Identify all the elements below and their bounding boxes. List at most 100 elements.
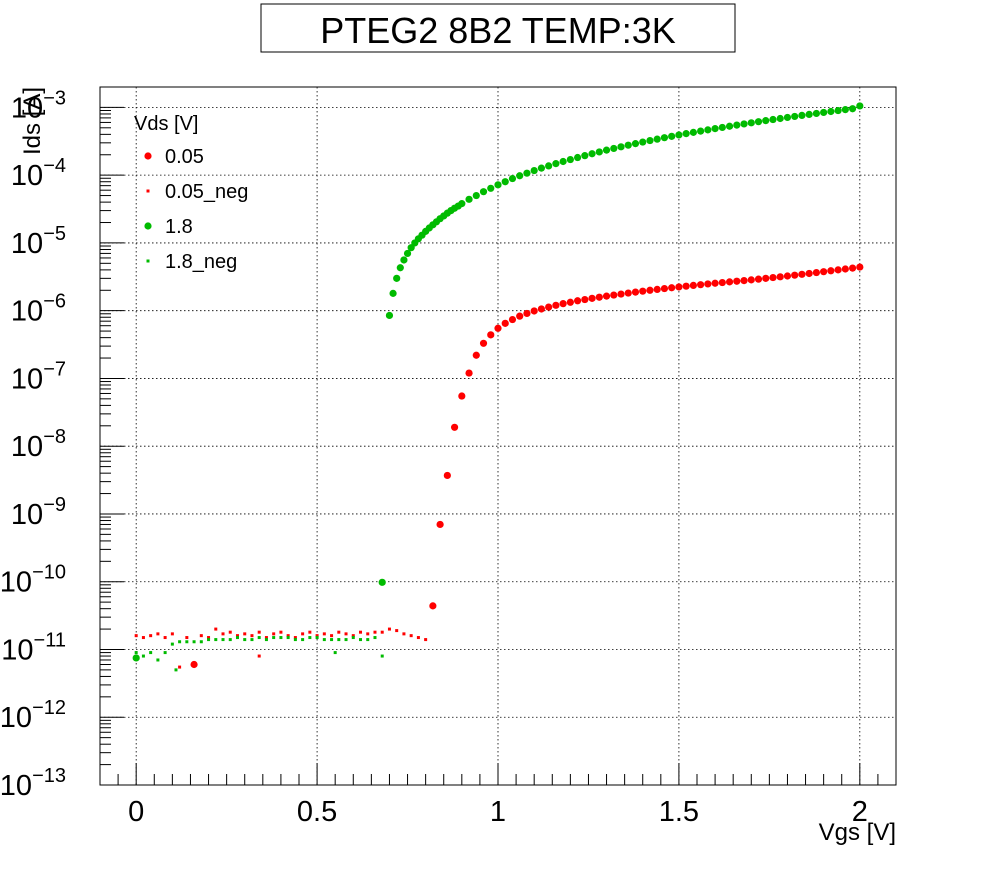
y-tick-base: 10 [11, 228, 43, 260]
x-tick-label: 0.5 [297, 796, 337, 828]
y-tick-exponent: −7 [43, 358, 66, 380]
data-point [646, 286, 654, 294]
data-point [595, 293, 603, 301]
legend-marker [144, 222, 152, 230]
data-point [682, 130, 690, 138]
data-point [315, 636, 319, 640]
data-point [747, 276, 755, 284]
y-tick-exponent: −12 [32, 697, 66, 719]
y-tick-exponent: −6 [43, 291, 66, 313]
data-point [805, 269, 813, 278]
data-point [697, 281, 705, 289]
data-point [389, 289, 397, 297]
x-tick-label: 0 [128, 796, 144, 828]
data-point [185, 636, 189, 640]
legend-label: 0.05 [165, 146, 204, 168]
y-tick-exponent: −9 [43, 494, 66, 516]
data-point [272, 636, 276, 640]
y-tick-label: 10−5 [11, 223, 66, 260]
data-point [351, 636, 355, 640]
data-point [170, 642, 174, 646]
data-point [602, 292, 611, 300]
data-point [530, 166, 538, 175]
data-point [178, 640, 182, 644]
x-tick-label: 2 [852, 796, 868, 828]
data-point [250, 638, 254, 642]
data-point [718, 123, 726, 132]
title-box [260, 3, 736, 53]
data-point [653, 135, 661, 143]
data-point [545, 162, 553, 170]
data-point [286, 636, 290, 640]
data-point [416, 636, 420, 640]
data-point [264, 636, 268, 640]
data-point [791, 112, 799, 121]
data-point [141, 636, 145, 640]
data-point [841, 106, 849, 114]
data-point [711, 279, 719, 287]
data-point [330, 634, 334, 638]
data-point [315, 634, 319, 638]
y-axis-title: Ids [A] [19, 87, 46, 155]
data-point [639, 287, 647, 295]
data-point [783, 113, 792, 122]
data-point [373, 630, 377, 634]
data-point [337, 630, 341, 634]
data-point [733, 277, 741, 285]
data-point [776, 114, 784, 123]
data-point [639, 138, 647, 146]
data-point [243, 632, 247, 636]
data-point [754, 275, 763, 283]
data-point [395, 629, 399, 633]
data-point [301, 638, 305, 642]
y-tick-label: 10−11 [1, 629, 66, 666]
data-point [472, 351, 480, 359]
data-point [402, 632, 406, 636]
data-point [221, 632, 225, 636]
data-point [566, 298, 574, 306]
legend-title: Vds [V] [134, 113, 198, 135]
data-point [185, 640, 189, 644]
data-point [344, 632, 348, 636]
data-point [351, 634, 355, 638]
data-point [834, 106, 842, 115]
legend-marker [146, 259, 150, 263]
data-point [856, 102, 864, 110]
data-point [178, 665, 182, 669]
data-point [856, 263, 864, 271]
data-point [322, 632, 326, 636]
data-point [848, 105, 857, 113]
data-point [228, 630, 232, 634]
data-point [754, 118, 763, 126]
data-point [134, 651, 138, 655]
data-point [199, 640, 203, 644]
data-point [725, 278, 734, 286]
data-point [798, 270, 806, 278]
series-1.8 [132, 102, 864, 662]
data-point [308, 636, 312, 640]
data-point [279, 630, 283, 634]
data-point [660, 284, 669, 293]
data-point [516, 172, 524, 180]
data-point [286, 634, 290, 638]
data-point [344, 638, 348, 642]
data-point [487, 331, 495, 339]
x-tick-label: 1 [490, 796, 506, 828]
data-point [243, 638, 247, 642]
data-point [559, 300, 567, 308]
data-point [552, 160, 560, 168]
data-point [443, 471, 451, 480]
data-point [403, 249, 412, 258]
data-point [293, 638, 297, 642]
data-point [566, 155, 574, 164]
data-point [588, 150, 596, 158]
y-tick-base: 10 [0, 567, 32, 599]
data-point [718, 278, 726, 287]
y-tick-label: 10−3 [11, 87, 66, 124]
x-tick-labels: 0 0.5 1 1.5 2 [128, 796, 868, 828]
axis-ticks [99, 106, 897, 786]
data-point [602, 146, 611, 154]
data-point [653, 285, 661, 294]
y-tick-label: 10−6 [11, 291, 66, 328]
